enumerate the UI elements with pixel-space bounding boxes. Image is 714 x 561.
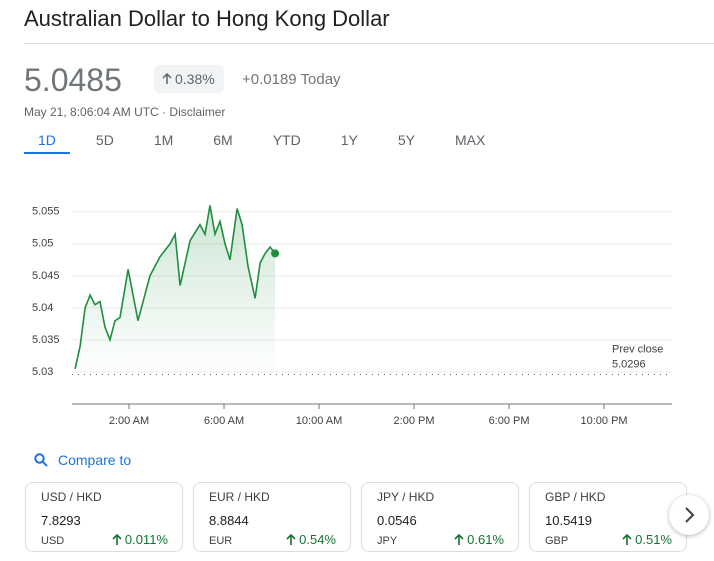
up-arrow [454, 533, 464, 545]
x-tick-label: 10:00 PM [581, 415, 628, 427]
change-abs: +0.0189 Today [242, 71, 341, 88]
currency: GBP [545, 535, 569, 547]
compare-button[interactable]: Compare to [34, 452, 131, 468]
change-badge: 0.38% [154, 65, 224, 93]
timestamp: May 21, 8:06:04 AM UTC [24, 105, 159, 119]
last-point [271, 249, 280, 258]
change: 0.61% [453, 532, 504, 547]
change: 0.54% [285, 532, 336, 547]
currency: EUR [209, 535, 233, 547]
y-tick-label: 5.055 [32, 206, 60, 218]
x-tick-label: 2:00 PM [394, 415, 435, 427]
y-tick-label: 5.035 [32, 334, 60, 346]
timestamp-row: May 21, 8:06:04 AM UTC · Disclaimer [24, 105, 226, 119]
pair: JPY / HKD [377, 490, 435, 504]
change-pct: 0.51% [635, 532, 672, 547]
y-tick-label: 5.04 [32, 302, 53, 314]
range-tab[interactable]: MAX [454, 132, 486, 148]
chart: 5.03 5.035 5.04 5.045 5.05 5.055 2:00 AM 6:00 A… [32, 205, 672, 427]
x-tick-label: 10:00 AM [296, 415, 342, 427]
change-pct: 0.61% [467, 532, 504, 547]
y-tick-label: 5.03 [32, 366, 53, 378]
title: Australian Dollar to Hong Kong Dollar [24, 6, 390, 31]
rate: 10.5419 [545, 513, 592, 528]
currency: USD [41, 535, 65, 547]
chevron [685, 507, 695, 523]
up-arrow [162, 73, 172, 84]
next-button[interactable] [669, 495, 709, 535]
change: 0.011% [111, 532, 168, 547]
area [75, 205, 276, 375]
rate: 7.8293 [41, 513, 81, 528]
compare-card[interactable]: EUR / HKD 8.8844 EUR 0.54% [193, 482, 351, 552]
pair: EUR / HKD [209, 490, 270, 504]
range-tab[interactable]: 1D [24, 132, 70, 154]
compare-card[interactable]: JPY / HKD 0.0546 JPY 0.61% [361, 482, 519, 552]
range-tab[interactable]: 5D [95, 132, 114, 148]
change: 0.51% [621, 532, 672, 547]
x-tick-label: 6:00 AM [204, 415, 244, 427]
range-tab[interactable]: 6M [213, 132, 233, 148]
range-tab[interactable]: 1Y [340, 132, 358, 148]
range-tabs: 1D 5D 1M 6M YTD 1Y 5Y MAX [24, 132, 511, 154]
range-tab[interactable]: 1M [153, 132, 174, 148]
price-line [74, 205, 276, 369]
compare-card[interactable]: USD / HKD 7.8293 USD 0.011% [25, 482, 183, 552]
search-icon [34, 453, 48, 467]
range-tab[interactable]: 5Y [397, 132, 415, 148]
change-pct: 0.54% [299, 532, 336, 547]
x-tick-label: 2:00 AM [109, 415, 149, 427]
prev-close-label: Prev close [612, 343, 663, 355]
pair: USD / HKD [41, 490, 102, 504]
rate: 8.8844 [209, 513, 249, 528]
y-tick-label: 5.05 [32, 238, 53, 250]
divider [24, 43, 714, 44]
compare-label: Compare to [58, 452, 132, 468]
pair: GBP / HKD [545, 490, 606, 504]
prev-close-value: 5.0296 [612, 358, 646, 370]
up-arrow [622, 533, 632, 545]
price: 5.0485 [24, 62, 122, 98]
up-arrow [112, 533, 122, 545]
change-pct: 0.38% [175, 71, 215, 87]
change-pct: 0.011% [124, 532, 168, 547]
range-tab[interactable]: YTD [272, 132, 301, 148]
rate: 0.0546 [377, 513, 417, 528]
currency: JPY [377, 535, 398, 547]
disclaimer[interactable]: Disclaimer [169, 105, 226, 119]
up-arrow [286, 533, 296, 545]
y-tick-label: 5.045 [32, 270, 60, 282]
x-tick-label: 6:00 PM [489, 415, 530, 427]
compare-card[interactable]: GBP / HKD 10.5419 GBP 0.51% [529, 482, 687, 552]
